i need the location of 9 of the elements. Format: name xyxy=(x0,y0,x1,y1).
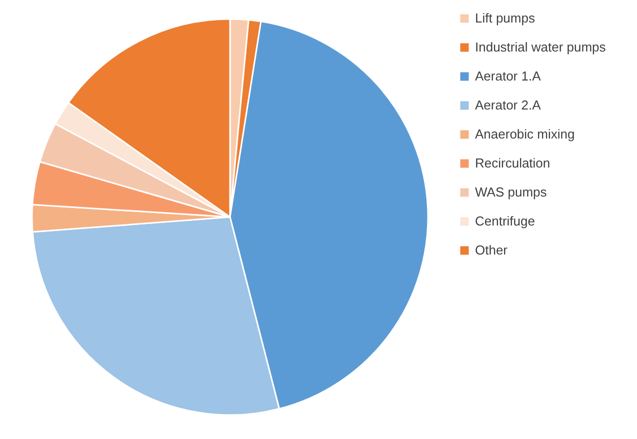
legend-label: Other xyxy=(475,242,508,258)
legend-label: Industrial water pumps xyxy=(475,40,606,54)
legend-label: Aerator 1.A xyxy=(475,68,542,84)
legend-label: Lift pumps xyxy=(475,10,536,26)
legend-label: Anaerobic mixing xyxy=(475,126,575,142)
legend-label: WAS pumps xyxy=(475,184,548,200)
legend-label: Recirculation xyxy=(475,156,550,170)
legend-label: Centrifuge xyxy=(475,214,535,228)
legend-label: Aerator 2.A xyxy=(475,98,542,112)
